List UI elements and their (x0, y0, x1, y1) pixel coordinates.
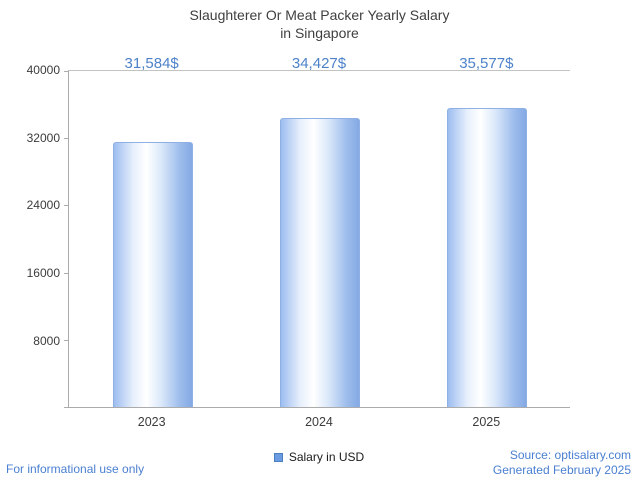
source-link[interactable]: Source: optisalary.com (509, 448, 631, 462)
legend-label: Salary in USD (288, 450, 365, 464)
chart-title-line1: Slaughterer Or Meat Packer Yearly Salary (189, 7, 450, 23)
value-labels-row: 31,584$ 34,427$ 35,577$ (68, 55, 570, 72)
y-tick (64, 339, 69, 341)
bar-column-2023 (69, 71, 236, 407)
y-axis-label-8000: 8000 (33, 334, 60, 348)
bar-2023 (112, 141, 193, 407)
y-axis-label-40000: 40000 (26, 63, 60, 77)
y-tick (64, 71, 69, 72)
y-tick (64, 138, 69, 140)
bars-group (69, 71, 570, 407)
plot-area (64, 70, 570, 408)
disclaimer-text: For informational use only (6, 462, 145, 476)
value-label-2023: 31,584$ (124, 55, 179, 72)
source-block: Source: optisalary.com Generated Februar… (493, 448, 631, 478)
legend-swatch-icon (273, 452, 283, 462)
chart-legend: Salary in USD (68, 450, 570, 464)
y-tick (64, 272, 69, 274)
x-axis-labels: 2023 2024 2025 (68, 415, 570, 429)
y-axis-label-16000: 16000 (26, 266, 60, 280)
x-axis-label-2023: 2023 (137, 415, 166, 429)
y-tick (64, 205, 69, 207)
bar-2024 (279, 117, 360, 407)
value-label-2025: 35,577$ (459, 55, 514, 72)
chart-title: Slaughterer Or Meat Packer Yearly Salary… (0, 6, 639, 43)
generated-date: Generated February 2025 (492, 463, 631, 477)
bar-column-2025 (403, 71, 570, 407)
y-axis-label-32000: 32000 (26, 131, 60, 145)
bar-column-2024 (236, 71, 403, 407)
y-tick (64, 407, 69, 408)
bar-2025 (446, 108, 527, 407)
x-axis-label-2024: 2024 (305, 415, 333, 429)
chart-title-line2: in Singapore (280, 25, 359, 42)
y-axis-label-24000: 24000 (26, 198, 60, 212)
x-axis-label-2025: 2025 (472, 415, 501, 429)
value-label-2024: 34,427$ (291, 55, 347, 72)
